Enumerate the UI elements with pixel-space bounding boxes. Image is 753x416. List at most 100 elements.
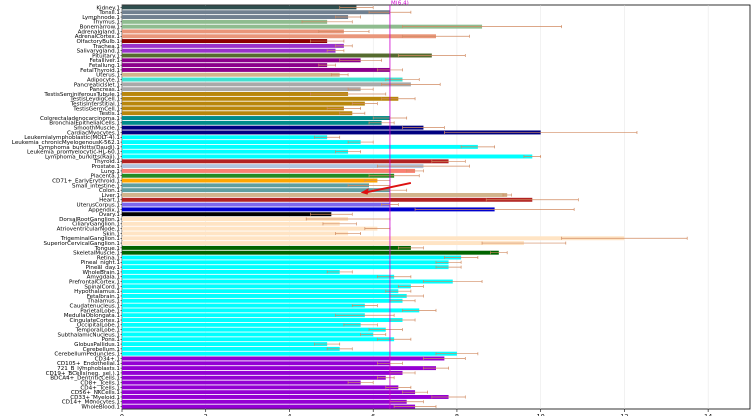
category-label: BDCA4+_DentriticCells.1 — [50, 376, 120, 382]
category-label: CD71+_EarlyErythroid.1 — [52, 178, 120, 184]
category-label: Small_intestine.1 — [72, 183, 120, 189]
bar — [122, 404, 416, 409]
error-bar — [385, 78, 420, 82]
bar — [122, 173, 395, 178]
category-label: Skin.1 — [103, 231, 121, 237]
error-bar — [326, 270, 353, 274]
category-label: MedullaOblongata.1 — [64, 313, 121, 319]
category-label: DorsalRootGanglion.1 — [59, 217, 120, 223]
error-bar — [326, 49, 345, 53]
bar — [122, 15, 349, 19]
bar — [122, 5, 357, 10]
bar — [122, 390, 416, 395]
bar — [122, 284, 411, 289]
category-label: Lymphoma_burkitts(Daudi).1 — [39, 145, 121, 151]
bar — [122, 19, 328, 24]
error-bar — [326, 106, 361, 110]
error-bar — [335, 44, 353, 48]
error-bar — [377, 337, 412, 341]
bar — [122, 217, 349, 221]
error-bar — [435, 260, 462, 264]
category-label: CiliaryGanglion.1 — [72, 222, 120, 228]
bar — [122, 226, 378, 231]
category-label: Appendix.1 — [88, 207, 120, 213]
bar — [122, 337, 395, 342]
bar — [122, 370, 403, 375]
bar — [122, 289, 399, 294]
bar — [122, 24, 483, 29]
category-label: CerebellumPeduncles.1 — [54, 352, 120, 358]
x-tick-label: 12 — [620, 413, 628, 416]
category-label: SpinalCord.1 — [84, 284, 120, 290]
category-label: AtrioventricularNode.1 — [57, 227, 121, 233]
bar — [122, 72, 340, 77]
category-label: Hypothalamus.1 — [74, 289, 120, 295]
category-label: Trachea.1 — [92, 44, 121, 50]
bar — [122, 140, 361, 145]
category-label: TestisGermCell.1 — [72, 106, 120, 112]
category-label: Thalamus.1 — [86, 299, 120, 305]
bar — [122, 236, 625, 241]
category-label: CD8+_Tcells.1 — [80, 380, 120, 386]
error-bar — [347, 140, 374, 144]
error-bar — [335, 231, 361, 235]
category-label: Ovary.1 — [99, 212, 121, 218]
x-tick-label: 14 — [704, 413, 712, 416]
category-label: CD33+_Myeloid.1 — [70, 395, 120, 401]
bar — [122, 294, 407, 298]
bar — [122, 178, 378, 183]
category-label: SmoothMuscle.1 — [74, 126, 121, 132]
category-label: CD19+_BCells(neg._sel.).1 — [46, 371, 121, 377]
bar — [122, 63, 328, 68]
category-label: Pineal_night.1 — [81, 260, 121, 266]
bar — [122, 346, 340, 351]
category-label: Leukemia_chronicMyelogenousK-562.1 — [12, 140, 121, 146]
error-bar — [381, 82, 441, 86]
error-bar — [423, 280, 483, 284]
error-bar — [377, 376, 395, 380]
x-tick-label: 4 — [287, 413, 291, 416]
category-label: UterusCorpus.1 — [77, 202, 121, 208]
bar — [122, 67, 390, 72]
category-label: Leukemialymphoblastic(MOLT-4).1 — [24, 135, 120, 141]
bar — [122, 183, 370, 188]
bar — [122, 274, 395, 279]
bar — [122, 212, 332, 217]
category-label: CD4+_Tcells.1 — [80, 385, 120, 391]
error-bar — [402, 34, 470, 38]
category-label: ParietalLobe.1 — [80, 308, 120, 314]
category-label: Kidney.1 — [96, 5, 120, 11]
bar — [122, 197, 533, 202]
bar — [122, 399, 407, 404]
bar — [122, 193, 508, 197]
error-bar — [431, 395, 466, 399]
error-bar — [431, 159, 466, 163]
bar — [122, 10, 390, 15]
category-label: Thyroid.1 — [93, 159, 121, 165]
bar — [122, 308, 420, 313]
error-bar — [423, 366, 449, 370]
category-label: Amygdala.1 — [87, 275, 121, 281]
category-label: FetalThyroid.1 — [80, 68, 120, 74]
x-tick-label: 8 — [455, 413, 459, 416]
error-bar — [377, 164, 470, 168]
error-bar — [335, 15, 361, 19]
bar — [122, 356, 445, 361]
category-label: Pons.1 — [102, 337, 121, 343]
error-bar — [326, 347, 353, 351]
error-bar — [335, 313, 395, 317]
bar — [122, 130, 541, 135]
plot-area — [121, 4, 751, 410]
category-label: Thymus.1 — [91, 20, 120, 26]
error-bar — [347, 87, 374, 91]
error-bar — [343, 323, 378, 327]
bar — [122, 245, 411, 250]
category-label: CD14+_Monocytes.1 — [62, 400, 121, 406]
category-label: SubthalamicNucleus.1 — [58, 332, 121, 338]
error-bar — [402, 390, 428, 394]
category-label: SkeletalMuscle.1 — [73, 251, 120, 257]
bar — [122, 342, 328, 347]
error-bar — [314, 342, 341, 346]
category-label: Caudatenucleus.1 — [70, 303, 121, 309]
